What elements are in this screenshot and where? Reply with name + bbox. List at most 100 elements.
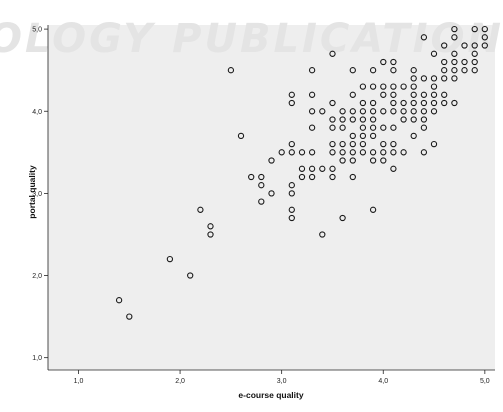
scatter-point	[471, 42, 478, 49]
scatter-point	[369, 149, 377, 156]
scatter-point	[288, 190, 295, 197]
scatter-point	[308, 91, 316, 98]
scatter-point	[451, 34, 458, 41]
x-axis-title: e-course quality	[238, 390, 303, 400]
scatter-point	[451, 50, 458, 57]
x-tick-label: 3,0	[277, 378, 287, 385]
scatter-point	[441, 75, 448, 82]
scatter-point	[329, 124, 336, 131]
scatter-point	[369, 132, 377, 140]
scatter-point	[441, 91, 448, 98]
scatter-point	[339, 149, 346, 156]
plot-area	[48, 25, 495, 370]
scatter-point	[369, 99, 377, 107]
scatter-point	[441, 99, 448, 107]
scatter-point	[187, 272, 194, 279]
watermark-text: OLOGY PUBLICATIONS	[0, 16, 503, 62]
scatter-point	[471, 58, 478, 66]
scatter-point	[451, 75, 458, 82]
scatter-point	[359, 108, 367, 115]
scatter-point	[349, 132, 356, 140]
scatter-point	[207, 231, 214, 238]
y-axis-title: portal quality	[27, 165, 37, 219]
scatter-point	[298, 149, 306, 156]
scatter-point	[369, 206, 377, 213]
y-tick-label: 1,0	[32, 355, 42, 362]
scatter-point	[410, 91, 417, 98]
scatter-point	[268, 190, 275, 197]
scatter-point	[420, 108, 428, 115]
scatter-point	[420, 149, 428, 156]
scatter-point	[359, 83, 367, 90]
scatter-point	[410, 75, 417, 82]
scatter-point	[288, 99, 295, 107]
scatter-point	[430, 108, 438, 115]
scatter-point	[288, 206, 295, 213]
scatter-point	[298, 165, 306, 172]
scatter-point	[369, 157, 377, 164]
scatter-point	[420, 124, 428, 131]
scatter-point	[380, 58, 387, 66]
scatter-point	[430, 83, 438, 90]
scatter-point	[441, 42, 448, 49]
scatter-point	[420, 34, 428, 41]
scatter-point	[339, 140, 346, 148]
scatter-point	[166, 255, 174, 263]
scatter-point	[481, 34, 488, 41]
scatter-point	[410, 99, 417, 107]
scatter-point	[400, 99, 407, 107]
scatter-point	[441, 67, 448, 74]
scatter-point	[390, 108, 397, 115]
scatter-point	[288, 140, 295, 148]
scatter-point	[349, 140, 356, 148]
y-tick-label: 2,0	[32, 273, 42, 280]
scatter-point	[420, 99, 428, 107]
scatter-point	[258, 182, 265, 189]
scatter-point	[329, 116, 336, 123]
y-ticks: 1,0 2,0 3,0 4,0 5,0	[32, 27, 48, 362]
scatter-point	[258, 198, 265, 205]
scatter-point	[430, 99, 438, 107]
scatter-point	[126, 313, 133, 320]
scatter-point	[308, 149, 316, 156]
scatter-point	[390, 91, 397, 98]
scatter-point	[390, 149, 397, 156]
scatter-point	[430, 50, 438, 57]
x-tick-label: 4,0	[378, 378, 388, 385]
scatter-point	[471, 50, 478, 57]
scatter-point	[380, 108, 387, 115]
scatter-point	[308, 124, 316, 131]
y-tick-label: 5,0	[32, 27, 42, 34]
scatter-point	[308, 165, 316, 172]
scatter-point	[400, 108, 407, 115]
scatter-point	[380, 83, 387, 90]
scatter-point	[369, 124, 377, 131]
scatter-point	[441, 58, 448, 66]
scatter-point	[349, 91, 356, 98]
scatter-point	[369, 108, 377, 115]
scatter-point	[359, 140, 367, 148]
scatter-point	[390, 165, 397, 172]
scatter-point	[278, 149, 285, 156]
scatter-point	[481, 42, 488, 49]
scatter-point	[481, 25, 488, 33]
scatter-point	[410, 132, 417, 140]
scatter-point	[380, 91, 387, 98]
scatter-point	[390, 83, 397, 90]
scatter-point	[400, 149, 407, 156]
scatter-point	[329, 173, 336, 181]
scatter-point	[308, 67, 316, 74]
scatter-point	[258, 173, 265, 181]
scatter-point	[451, 67, 458, 74]
scatter-point	[329, 165, 336, 172]
scatter-point	[319, 231, 326, 238]
scatter-point	[380, 149, 387, 156]
scatter-point	[400, 116, 407, 123]
scatter-point	[451, 25, 458, 33]
scatter-point	[420, 75, 428, 82]
scatter-point	[288, 214, 295, 222]
scatter-point	[339, 124, 346, 131]
scatter-point	[390, 124, 397, 131]
scatter-point	[115, 297, 123, 304]
scatter-point	[461, 58, 468, 66]
